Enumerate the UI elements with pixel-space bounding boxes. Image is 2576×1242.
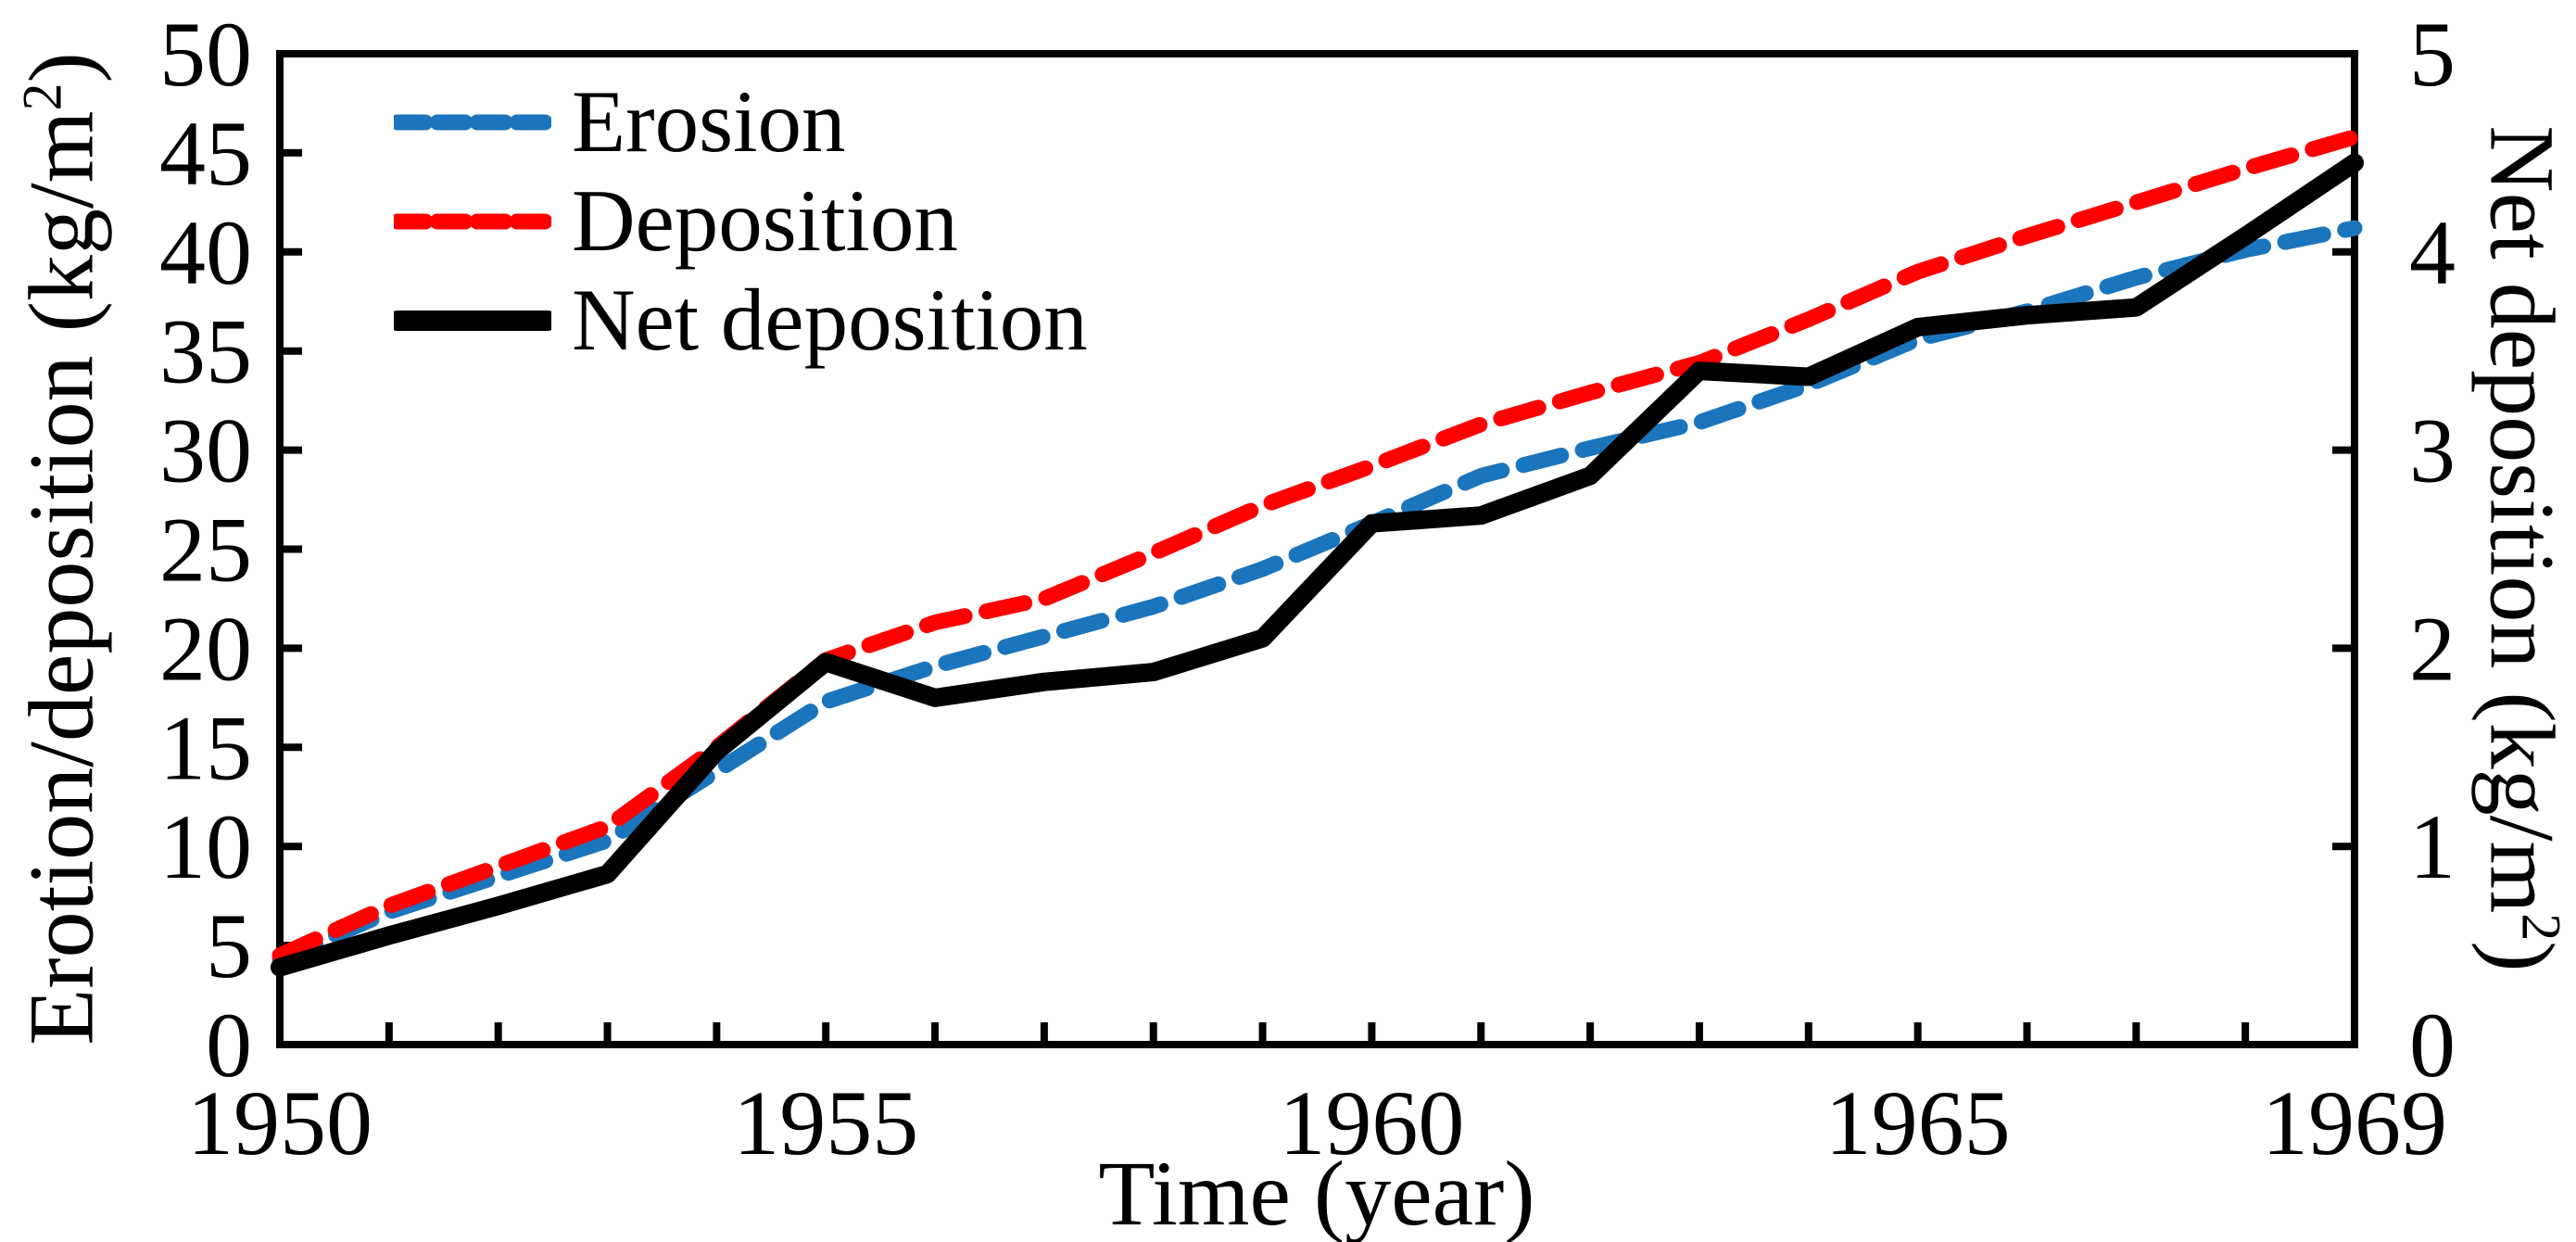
left-axis-tick-label-35: 35 (159, 300, 252, 403)
left-axis-tick-label-5: 5 (206, 894, 252, 997)
right-axis-tick-label-4: 4 (2409, 201, 2456, 304)
left-axis-tick-label-20: 20 (159, 597, 252, 700)
x-axis-tick-label-1965: 1965 (1825, 1071, 2011, 1174)
right-axis-title: Net deposition (kg/m2) (2470, 125, 2574, 972)
left-axis-tick-label-45: 45 (159, 102, 252, 205)
legend-item-erosion: Erosion (394, 72, 1088, 171)
left-axis-tick-label-10: 10 (159, 795, 252, 898)
right-axis-tick-label-3: 3 (2409, 399, 2456, 502)
legend-item-deposition: Deposition (394, 171, 1088, 271)
net-deposition-line-sample (394, 310, 551, 331)
x-axis-tick-label-1950: 1950 (187, 1071, 373, 1174)
x-axis-tick-label-1960: 1960 (1279, 1071, 1464, 1174)
right-axis-tick-label-2: 2 (2409, 597, 2456, 700)
x-axis-tick-label-1955: 1955 (733, 1071, 918, 1174)
right-axis-tick-label-1: 1 (2409, 795, 2456, 898)
legend-label-deposition: Deposition (572, 171, 958, 270)
deposition-line (271, 129, 2363, 964)
net-deposition-line (271, 153, 2364, 977)
legend-label-erosion: Erosion (572, 72, 846, 171)
left-axis-tick-label-40: 40 (159, 201, 252, 304)
legend-item-net-deposition: Net deposition (394, 271, 1088, 370)
left-axis-title: Erotion/deposition (kg/m2) (9, 52, 113, 1046)
legend-label-net-deposition: Net deposition (572, 271, 1088, 369)
left-axis-tick-label-25: 25 (159, 499, 252, 602)
deposition-line-sample (394, 213, 551, 229)
left-axis-tick-label-50: 50 (159, 3, 252, 106)
left-axis-tick-label-30: 30 (159, 399, 252, 502)
right-axis-tick-label-5: 5 (2409, 3, 2456, 106)
right-axis-tick-label-0: 0 (2409, 994, 2456, 1096)
x-axis-tick-label-1969: 1969 (2262, 1071, 2447, 1174)
legend: Erosion Deposition Net deposition (394, 72, 1088, 370)
erosion-line-sample (394, 114, 551, 130)
x-axis-title: Time (year) (1098, 1142, 1535, 1242)
left-axis-tick-label-15: 15 (159, 696, 252, 799)
left-axis-tick-label-0: 0 (206, 994, 252, 1096)
